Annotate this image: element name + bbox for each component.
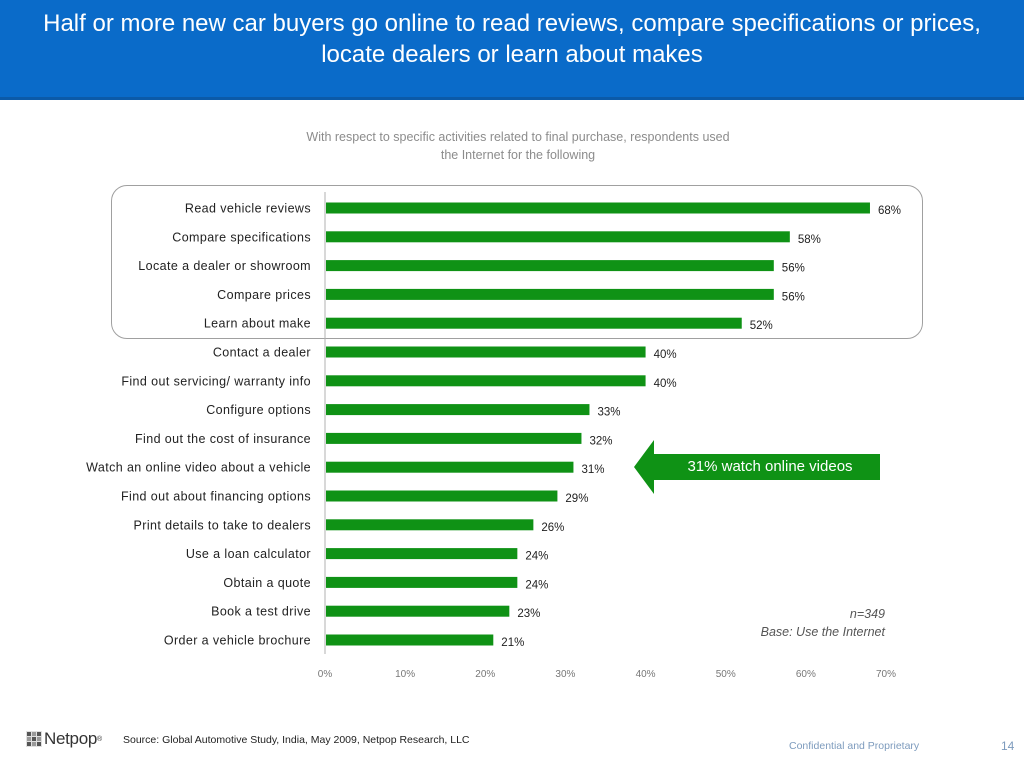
bar [326,288,774,300]
bar [326,519,534,531]
logo-registered-mark: ® [97,735,103,743]
data-label: 21% [501,637,524,649]
netpop-logo: Netpop ® [26,728,102,750]
category-label: Learn about make [204,317,311,331]
bar [326,548,518,560]
category-label: Compare prices [217,288,311,302]
x-tick-label: 30% [555,669,575,680]
data-label: 56% [782,291,805,303]
category-label: Print details to take to dealers [134,518,311,532]
category-label: Contact a dealer [213,346,311,360]
bar [326,490,558,502]
bar [326,432,582,444]
category-label: Locate a dealer or showroom [138,259,311,273]
x-tick-label: 60% [796,669,816,680]
data-label: 24% [525,579,548,591]
x-tick-label: 20% [475,669,495,680]
category-label: Find out servicing/ warranty info [121,374,311,388]
bar [326,317,742,329]
data-label: 31% [581,464,604,476]
x-tick-label: 40% [636,669,656,680]
x-tick-label: 50% [716,669,736,680]
category-label: Read vehicle reviews [185,202,311,216]
data-label: 24% [525,551,548,563]
category-label: Find out the cost of insurance [135,432,311,446]
data-label: 56% [782,263,805,275]
data-label: 40% [654,378,677,390]
x-tick-label: 0% [318,669,333,680]
category-label: Order a vehicle brochure [164,634,311,648]
data-label: 68% [878,205,901,217]
source-note: Source: Global Automotive Study, India, … [123,734,470,746]
x-tick-label: 70% [876,669,896,680]
top-activities-highlight-box [111,185,923,339]
category-label: Obtain a quote [223,576,311,590]
bar [326,605,510,617]
category-label: Watch an online video about a vehicle [86,461,311,475]
chart-subtitle: With respect to specific activities rela… [306,130,730,162]
data-label: 23% [517,608,540,620]
data-label: 29% [565,493,588,505]
base-note: Base: Use the Internet [760,625,885,639]
data-label: 33% [597,407,620,419]
callout-text: 31% watch online videos [687,458,853,475]
category-label: Compare specifications [172,230,311,244]
netpop-grid-icon [26,731,42,747]
category-label: Find out about financing options [121,490,311,504]
bar [326,461,574,473]
header-banner: Half or more new car buyers go online to… [0,0,1024,100]
bar [326,404,590,416]
slide-title: Half or more new car buyers go online to… [43,10,981,68]
confidential-label: Confidential and Proprietary [789,740,920,752]
data-label: 26% [541,522,564,534]
bar [326,346,646,358]
data-label: 32% [589,435,612,447]
page-number: 14 [1001,739,1015,753]
logo-text: Netpop [44,729,98,748]
bar [326,576,518,588]
x-tick-label: 10% [395,669,415,680]
bar [326,202,870,214]
bar [326,231,790,243]
bar [326,260,774,272]
data-label: 40% [654,349,677,361]
sample-size-note: n=349 [849,607,885,621]
video-callout: 31% watch online videos [634,440,880,494]
data-label: 58% [798,234,821,246]
callout-arrow-shape [634,440,880,494]
category-label: Use a loan calculator [186,547,311,561]
data-label: 52% [750,320,773,332]
category-label: Configure options [206,403,311,417]
category-label: Book a test drive [211,605,311,619]
bar [326,634,494,646]
bar [326,375,646,387]
